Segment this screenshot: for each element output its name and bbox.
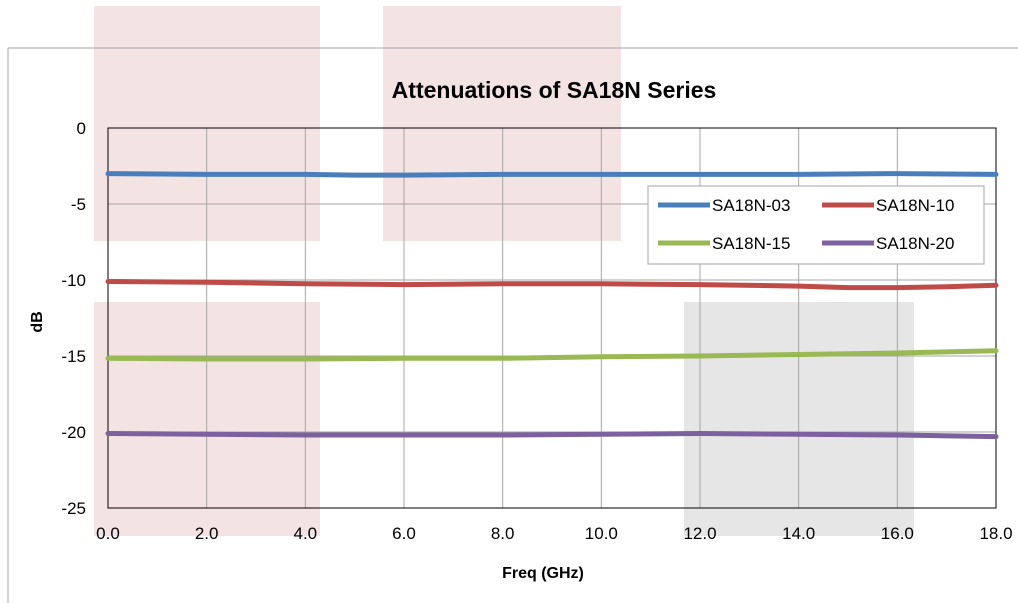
y-tick-label: 0 xyxy=(77,119,86,138)
x-tick-label: 2.0 xyxy=(195,524,219,543)
plot-border xyxy=(107,127,997,509)
series-line-sa18n-03 xyxy=(105,171,999,178)
x-axis-label: Freq (GHz) xyxy=(502,565,584,582)
y-tick-label: -25 xyxy=(61,499,86,518)
series-line-sa18n-20 xyxy=(105,431,999,440)
x-tick-label: 14.0 xyxy=(782,524,815,543)
legend-label: SA18N-20 xyxy=(876,234,954,253)
y-axis-label: dB xyxy=(29,311,46,332)
series-line-sa18n-10 xyxy=(105,279,999,291)
x-tick-label: 12.0 xyxy=(683,524,716,543)
legend-label: SA18N-15 xyxy=(712,234,790,253)
series-line-sa18n-15 xyxy=(105,348,999,362)
x-tick-label: 16.0 xyxy=(881,524,914,543)
y-tick-label: -15 xyxy=(61,347,86,366)
y-tick-label: -10 xyxy=(61,271,86,290)
y-tick-label: -5 xyxy=(71,195,86,214)
legend-box xyxy=(647,185,985,265)
chart-title: Attenuations of SA18N Series xyxy=(392,77,717,103)
x-tick-label: 0.0 xyxy=(96,524,120,543)
legend: SA18N-03 SA18N-10 SA18N-15 SA18N-20 xyxy=(647,185,985,265)
x-tick-label: 8.0 xyxy=(491,524,515,543)
x-tick-label: 18.0 xyxy=(979,524,1012,543)
x-tick-label: 6.0 xyxy=(392,524,416,543)
x-tick-label: 10.0 xyxy=(585,524,618,543)
plot-area: 0.0 2.0 4.0 6.0 8.0 10.0 12.0 14.0 16.0 18.0 0 -5 -1… xyxy=(61,119,1012,543)
chart-frame xyxy=(7,47,1018,603)
legend-label: SA18N-10 xyxy=(876,196,954,215)
y-tick-label: -20 xyxy=(61,423,86,442)
bg-block-2 xyxy=(383,6,621,241)
x-tick-label: 4.0 xyxy=(294,524,318,543)
legend-label: SA18N-03 xyxy=(712,196,790,215)
